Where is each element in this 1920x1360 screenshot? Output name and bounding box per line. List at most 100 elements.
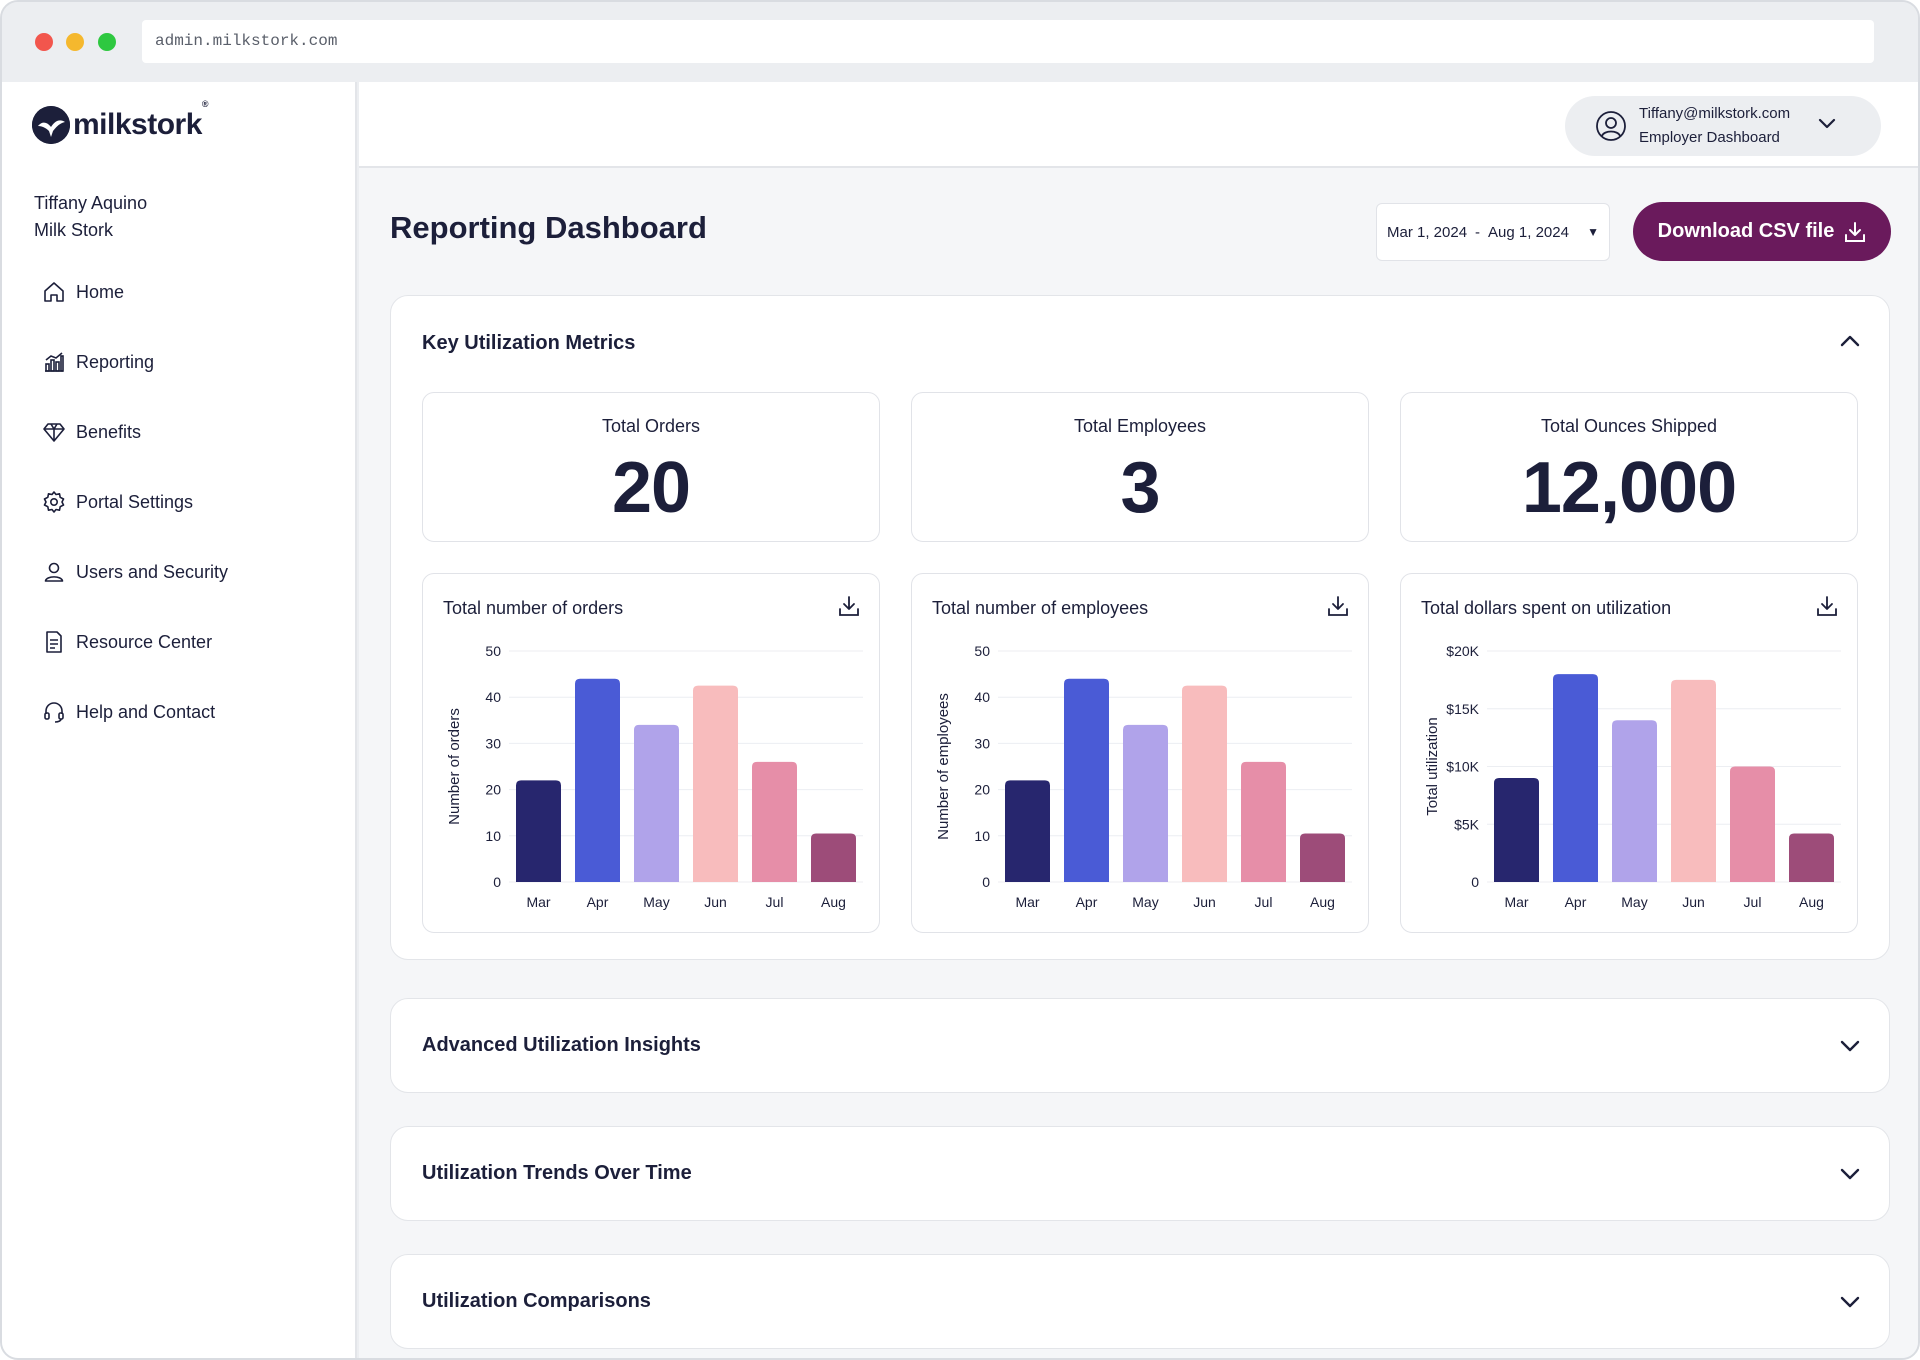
- headset-icon: [44, 702, 64, 723]
- chart-title: Total number of orders: [443, 598, 624, 618]
- x-tick-label: Jul: [1255, 894, 1273, 910]
- diamond-icon: [43, 423, 65, 442]
- bar: [1730, 766, 1775, 882]
- account-email: Tiffany@milkstork.com: [1639, 105, 1791, 122]
- x-tick-label: Mar: [526, 894, 550, 910]
- gear-icon: [43, 491, 65, 513]
- x-tick-label: Jun: [1193, 894, 1216, 910]
- sidebar-item-label: Users and Security: [76, 561, 229, 582]
- bar-chart: 0 10 20 30 40 50 Number of employees Mar Apr May J…: [935, 643, 1352, 910]
- sidebar-item-resource-center[interactable]: Resource Center: [42, 607, 228, 677]
- bar: [1005, 780, 1050, 882]
- chevron-down-icon[interactable]: [1839, 1167, 1861, 1181]
- bar: [575, 678, 620, 882]
- y-tick-label: 50: [485, 643, 501, 659]
- main-content: Reporting Dashboard Mar 1, 2024 - Aug 1,…: [359, 168, 1918, 1358]
- sidebar-item-label: Help and Contact: [76, 701, 216, 722]
- chevron-down-icon[interactable]: [1839, 1039, 1861, 1053]
- x-tick-label: Aug: [1310, 894, 1335, 910]
- panel-title: Utilization Comparisons: [422, 1290, 651, 1312]
- y-tick-label: 40: [485, 689, 501, 705]
- metric-label: Total Ounces Shipped: [1540, 416, 1718, 436]
- download-csv-button[interactable]: Download CSV file: [1633, 202, 1891, 261]
- chevron-down-icon[interactable]: [1839, 1295, 1861, 1309]
- y-tick-label: 30: [485, 735, 501, 751]
- metric-label: Total Employees: [1073, 416, 1207, 436]
- bar: [634, 724, 679, 882]
- metric-value: 20: [611, 448, 691, 528]
- page-title: Reporting Dashboard: [390, 210, 707, 245]
- topbar: Tiffany@milkstork.com Employer Dashboard: [359, 82, 1918, 168]
- metric-label: Total Orders: [601, 416, 701, 436]
- sidebar-item-portal-settings[interactable]: Portal Settings: [42, 467, 228, 537]
- caret-down-icon: ▼: [1587, 225, 1599, 239]
- address-bar[interactable]: admin.milkstork.com: [142, 20, 1874, 63]
- bar: [1182, 685, 1227, 882]
- account-info: Tiffany@milkstork.com Employer Dashboard: [1639, 102, 1790, 150]
- y-tick-label: $20K: [1446, 643, 1479, 659]
- bar-chart: 0 10 20 30 40 50 Number of orders Mar Apr May Jun J…: [446, 643, 863, 910]
- bar: [1671, 679, 1716, 882]
- logo-wordmark: milkstork®: [73, 99, 209, 142]
- minimize-window-button[interactable]: [66, 33, 84, 51]
- panel-title: Key Utilization Metrics: [422, 332, 636, 354]
- x-tick-label: May: [643, 894, 669, 910]
- sidebar-item-users-security[interactable]: Users and Security: [42, 537, 228, 607]
- maximize-window-button[interactable]: [98, 33, 116, 51]
- metric-card-total-ounces: Total Ounces Shipped 12,000: [1400, 392, 1858, 542]
- y-tick-label: $15K: [1446, 701, 1479, 717]
- bar: [1494, 778, 1539, 882]
- bar: [1064, 678, 1109, 882]
- download-icon[interactable]: [837, 594, 861, 618]
- logo-wordmark-text: milkstork: [73, 108, 202, 141]
- company-name: Milk Stork: [34, 220, 114, 240]
- user-circle-icon: [1596, 111, 1626, 141]
- sidebar-item-reporting[interactable]: Reporting: [42, 327, 228, 397]
- sidebar-item-benefits[interactable]: Benefits: [42, 397, 228, 467]
- chart-title: Total dollars spent on utilization: [1421, 598, 1672, 618]
- y-axis-label: Number of employees: [935, 693, 952, 840]
- section-trends-over-time[interactable]: Utilization Trends Over Time: [390, 1126, 1890, 1221]
- account-menu[interactable]: Tiffany@milkstork.com Employer Dashboard: [1565, 96, 1881, 156]
- date-range-picker[interactable]: Mar 1, 2024 - Aug 1, 2024 ▼: [1376, 203, 1610, 261]
- bar-chart: 0 $5K $10K $15K $20K Total utilization Mar Apr M…: [1424, 643, 1841, 910]
- bar: [1612, 720, 1657, 882]
- bar: [1553, 674, 1598, 882]
- chevron-up-icon[interactable]: [1839, 334, 1861, 348]
- sidebar: milkstork® Tiffany Aquino Milk Stork Hom…: [2, 82, 357, 1358]
- key-metrics-panel: Key Utilization Metrics Total Orders 20 …: [390, 295, 1890, 960]
- x-tick-label: May: [1132, 894, 1158, 910]
- date-end: Aug 1, 2024: [1488, 223, 1569, 241]
- x-tick-label: Jul: [1744, 894, 1762, 910]
- x-tick-label: Jul: [766, 894, 784, 910]
- user-icon: [44, 562, 64, 582]
- x-tick-label: May: [1621, 894, 1647, 910]
- y-tick-label: 10: [974, 828, 990, 844]
- y-tick-label: 20: [974, 782, 990, 798]
- panel-title: Advanced Utilization Insights: [422, 1034, 701, 1056]
- close-window-button[interactable]: [35, 33, 53, 51]
- sidebar-item-label: Resource Center: [76, 631, 213, 652]
- sidebar-item-help-contact[interactable]: Help and Contact: [42, 677, 228, 747]
- bar: [811, 833, 856, 882]
- section-advanced-insights[interactable]: Advanced Utilization Insights: [390, 998, 1890, 1093]
- sidebar-item-label: Home: [76, 281, 125, 302]
- y-axis-label: Number of orders: [446, 708, 463, 825]
- home-icon: [44, 282, 64, 302]
- x-tick-label: Apr: [587, 894, 609, 910]
- download-icon[interactable]: [1815, 594, 1839, 618]
- sidebar-item-home[interactable]: Home: [42, 257, 228, 327]
- x-tick-label: Jun: [1682, 894, 1705, 910]
- download-icon[interactable]: [1326, 594, 1350, 618]
- chart-card-orders: 0 10 20 30 40 50 Number of orders Mar Apr May Jun J…: [422, 573, 880, 933]
- stork-logo-icon: [32, 106, 70, 144]
- bar: [693, 685, 738, 882]
- y-tick-label: 0: [1471, 874, 1479, 890]
- sidebar-item-label: Portal Settings: [76, 491, 194, 512]
- section-comparisons[interactable]: Utilization Comparisons: [390, 1254, 1890, 1349]
- panel-title: Utilization Trends Over Time: [422, 1162, 692, 1184]
- sidebar-item-label: Reporting: [76, 351, 155, 372]
- milkstork-logo[interactable]: milkstork®: [32, 99, 209, 146]
- download-csv-label: Download CSV file: [1657, 220, 1835, 242]
